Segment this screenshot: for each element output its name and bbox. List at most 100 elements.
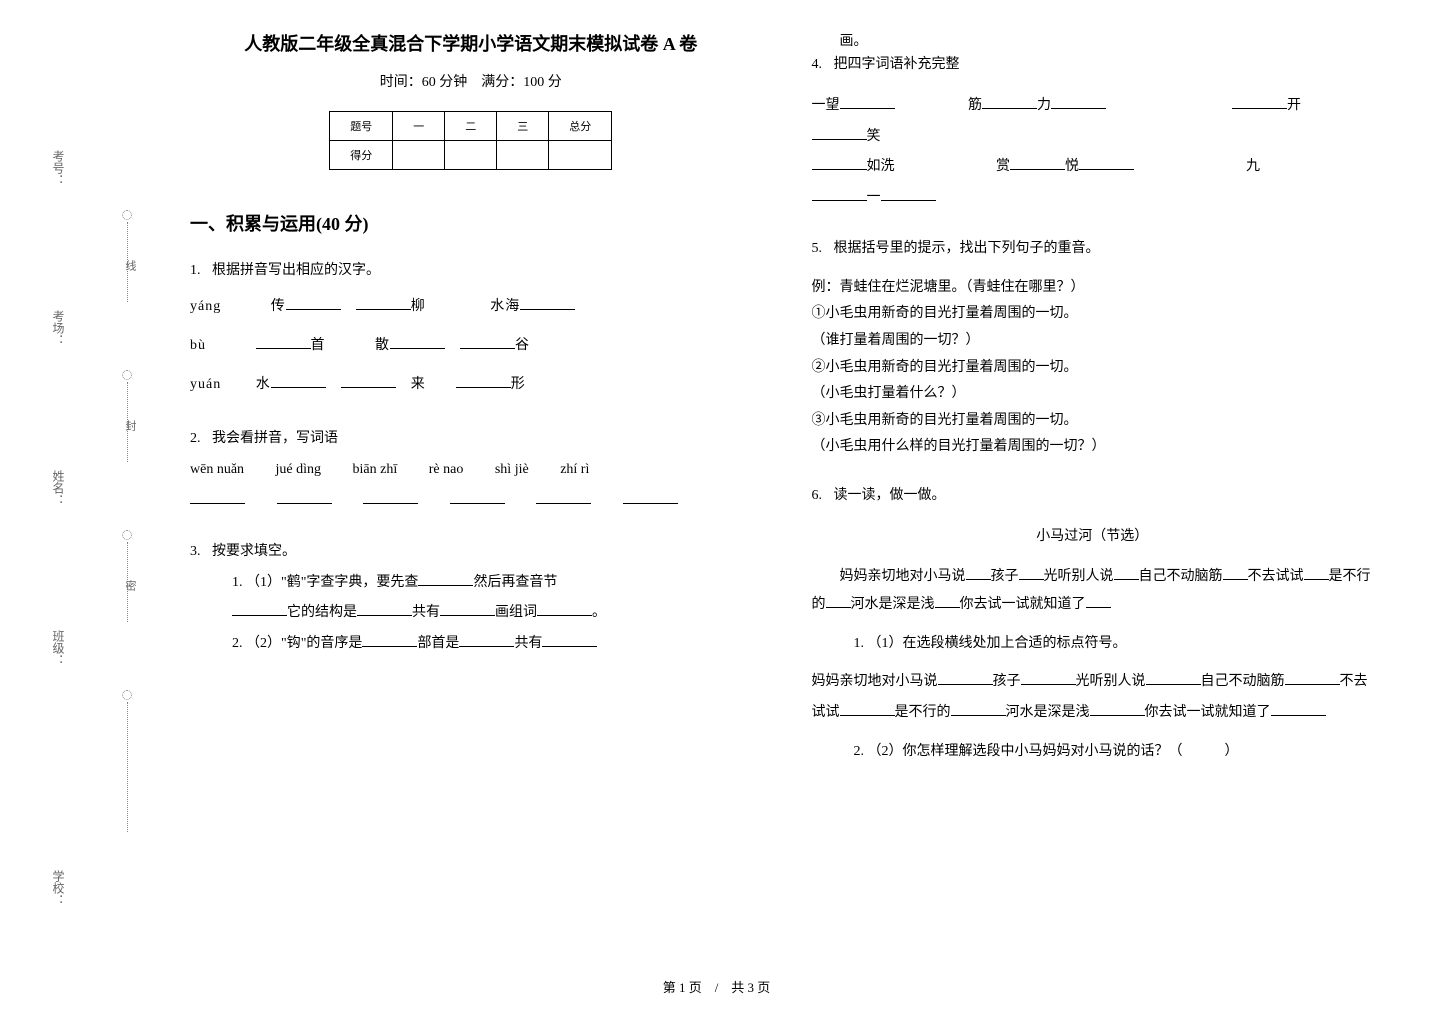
- score-cell: [445, 141, 497, 170]
- blank-field[interactable]: [1019, 566, 1044, 580]
- blank-field[interactable]: [966, 566, 991, 580]
- sub-text: 然后再查音节: [473, 575, 557, 590]
- idiom-row: 如洗 赏悦 九: [812, 152, 1374, 183]
- sub-text: 。: [592, 605, 606, 620]
- passage-part: 孩子: [991, 569, 1019, 584]
- q-text: 我会看拼音，写词语: [212, 431, 338, 446]
- blank-field[interactable]: [232, 602, 287, 616]
- subtitle: 时间：60 分钟 满分：100 分: [190, 71, 752, 91]
- idiom-row: 笑: [812, 122, 1374, 153]
- q5-line: （小毛虫打量着什么？）: [812, 381, 1374, 408]
- blank-field[interactable]: [1090, 702, 1145, 716]
- sub-num: 1.: [232, 575, 243, 590]
- table-row: 题号 一 二 三 总分: [330, 112, 612, 141]
- sub-text: 共有: [514, 636, 542, 651]
- blank-field[interactable]: [1051, 95, 1106, 109]
- blank-field[interactable]: [1021, 671, 1076, 685]
- fill-part: 是不行的: [895, 705, 951, 720]
- blank-field[interactable]: [271, 374, 326, 388]
- blank-field[interactable]: [363, 490, 418, 504]
- binding-circle: [122, 690, 132, 700]
- q-text: 根据拼音写出相应的汉字。: [212, 263, 380, 278]
- score-col: 一: [393, 112, 445, 141]
- blank-field[interactable]: [1223, 566, 1248, 580]
- binding-seal-line: 线: [122, 260, 138, 271]
- fill-part: 自己不动脑筋: [1201, 674, 1285, 689]
- blank-field[interactable]: [460, 335, 515, 349]
- pinyin-word: jué dìng: [276, 462, 322, 477]
- blank-field[interactable]: [542, 633, 597, 647]
- question-5: 5. 根据括号里的提示，找出下列句子的重音。 例：青蛙住在烂泥塘里。（青蛙住在哪…: [812, 234, 1374, 461]
- blank-field[interactable]: [1304, 566, 1329, 580]
- q-number: 5.: [812, 241, 823, 256]
- hanzi: 传: [271, 299, 286, 314]
- blank-field[interactable]: [456, 374, 511, 388]
- score-header-label: 题号: [330, 112, 393, 141]
- blank-field[interactable]: [982, 95, 1037, 109]
- page-footer: 第 1 页 / 共 3 页: [0, 977, 1433, 996]
- hanzi: 形: [511, 377, 526, 392]
- idiom-part: 悦: [1065, 159, 1079, 174]
- blank-field[interactable]: [623, 490, 678, 504]
- score-cell: [393, 141, 445, 170]
- blank-field[interactable]: [1086, 594, 1111, 608]
- blank-field[interactable]: [440, 602, 495, 616]
- blank-field[interactable]: [390, 335, 445, 349]
- blank-field[interactable]: [277, 490, 332, 504]
- blank-field[interactable]: [1232, 95, 1287, 109]
- blank-field[interactable]: [935, 594, 960, 608]
- blank-field[interactable]: [341, 374, 396, 388]
- blank-field[interactable]: [536, 490, 591, 504]
- blank-field[interactable]: [812, 126, 867, 140]
- blank-field[interactable]: [826, 594, 851, 608]
- blank-field[interactable]: [450, 490, 505, 504]
- blank-field[interactable]: [840, 702, 895, 716]
- idiom-part: 一: [867, 190, 881, 205]
- score-cell: [549, 141, 612, 170]
- blank-field[interactable]: [938, 671, 993, 685]
- sub-num: 2.: [232, 636, 243, 651]
- blank-field[interactable]: [356, 296, 411, 310]
- pinyin-row: bù 首 散 谷: [190, 326, 752, 365]
- blank-field[interactable]: [537, 602, 592, 616]
- sub-text: （1）"鹤"字查字典，要先查: [246, 575, 418, 590]
- passage-part: 不去试试: [1248, 569, 1304, 584]
- blank-field[interactable]: [357, 602, 412, 616]
- blank-field[interactable]: [1285, 671, 1340, 685]
- binding-label-name: 姓名：: [50, 470, 67, 506]
- sub-text: 共有: [412, 605, 440, 620]
- blank-field[interactable]: [459, 633, 514, 647]
- blank-field[interactable]: [1114, 566, 1139, 580]
- blank-field[interactable]: [840, 95, 895, 109]
- sub-text: （1）在选段横线处加上合适的标点符号。: [868, 636, 1127, 651]
- score-col: 二: [445, 112, 497, 141]
- pinyin-word: rè nao: [429, 462, 464, 477]
- blank-field[interactable]: [256, 335, 311, 349]
- blank-field[interactable]: [190, 490, 245, 504]
- sub-num: 2.: [854, 744, 865, 759]
- q-number: 3.: [190, 544, 201, 559]
- section-header: 一、积累与运用(40 分): [190, 210, 752, 236]
- blank-field[interactable]: [881, 187, 936, 201]
- hanzi: 散: [375, 338, 390, 353]
- blank-field[interactable]: [1010, 156, 1065, 170]
- binding-label-exam-no: 考号：: [50, 150, 67, 186]
- blank-field[interactable]: [1271, 702, 1326, 716]
- blank-field[interactable]: [1079, 156, 1134, 170]
- idiom-part: 九: [1246, 159, 1260, 174]
- table-row: 得分: [330, 141, 612, 170]
- blank-field[interactable]: [286, 296, 341, 310]
- idiom-part: 力: [1037, 98, 1051, 113]
- binding-label-room: 考场：: [50, 310, 67, 346]
- blank-field[interactable]: [418, 572, 473, 586]
- q5-line: （小毛虫用什么样的目光打量着周围的一切？）: [812, 434, 1374, 461]
- blank-field[interactable]: [520, 296, 575, 310]
- example-line: 例：青蛙住在烂泥塘里。（青蛙住在哪里？）: [812, 275, 1374, 302]
- sub-item: 2. （2）"钩"的音序是部首是共有: [232, 629, 752, 660]
- blank-field[interactable]: [812, 187, 867, 201]
- sub-text: （2）你怎样理解选段中小马妈妈对小马说的话？（ ）: [868, 744, 1239, 759]
- blank-field[interactable]: [1146, 671, 1201, 685]
- blank-field[interactable]: [951, 702, 1006, 716]
- blank-field[interactable]: [362, 633, 417, 647]
- blank-field[interactable]: [812, 156, 867, 170]
